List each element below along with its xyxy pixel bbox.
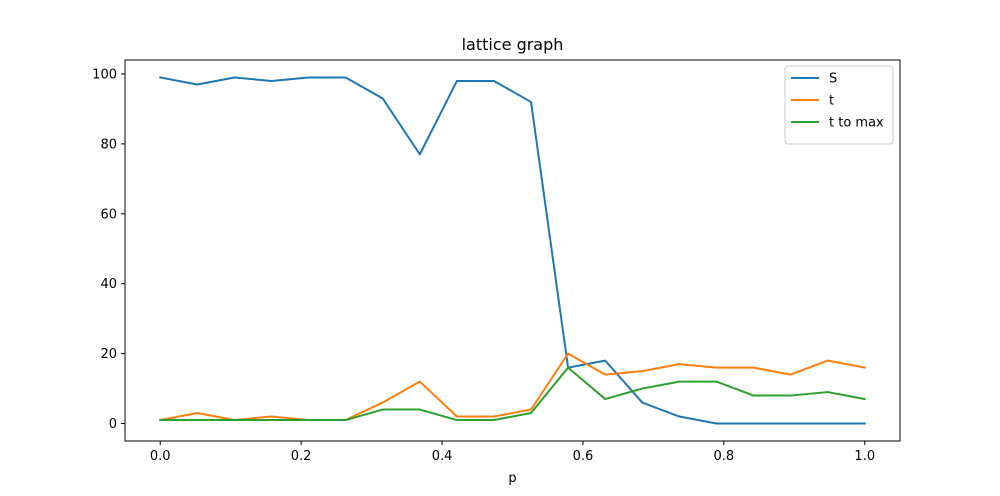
y-tick-label: 60: [100, 207, 117, 222]
x-tick-label: 0.8: [714, 449, 735, 464]
legend-label-1: S: [829, 72, 837, 87]
y-tick-label: 80: [100, 137, 117, 152]
x-axis-label: p: [508, 471, 516, 486]
x-tick-label: 0.2: [291, 449, 312, 464]
legend-label-3: t to max: [829, 116, 884, 131]
chart-title: lattice graph: [462, 35, 564, 54]
x-tick-label: 0.0: [150, 449, 171, 464]
y-tick-label: 100: [92, 67, 117, 82]
axes-frame: [124, 59, 901, 442]
series-line-1: [159, 76, 866, 425]
y-tick-label: 0: [109, 417, 117, 432]
series-line-2: [159, 352, 866, 422]
legend-box: [784, 65, 894, 145]
y-tick-label: 40: [100, 277, 117, 292]
y-tick-label: 20: [100, 347, 117, 362]
legend-label-2: t: [829, 94, 834, 109]
legend: St t to max: [784, 65, 894, 145]
plot-area: 0.0 0.2 0.4 0.6 0.8 1.0 0 20 40 60 80 100: [92, 59, 901, 464]
series-line-3: [159, 366, 866, 422]
x-tick-label: 1.0: [854, 449, 875, 464]
x-tick-label: 0.4: [432, 449, 453, 464]
x-tick-label: 0.6: [573, 449, 594, 464]
